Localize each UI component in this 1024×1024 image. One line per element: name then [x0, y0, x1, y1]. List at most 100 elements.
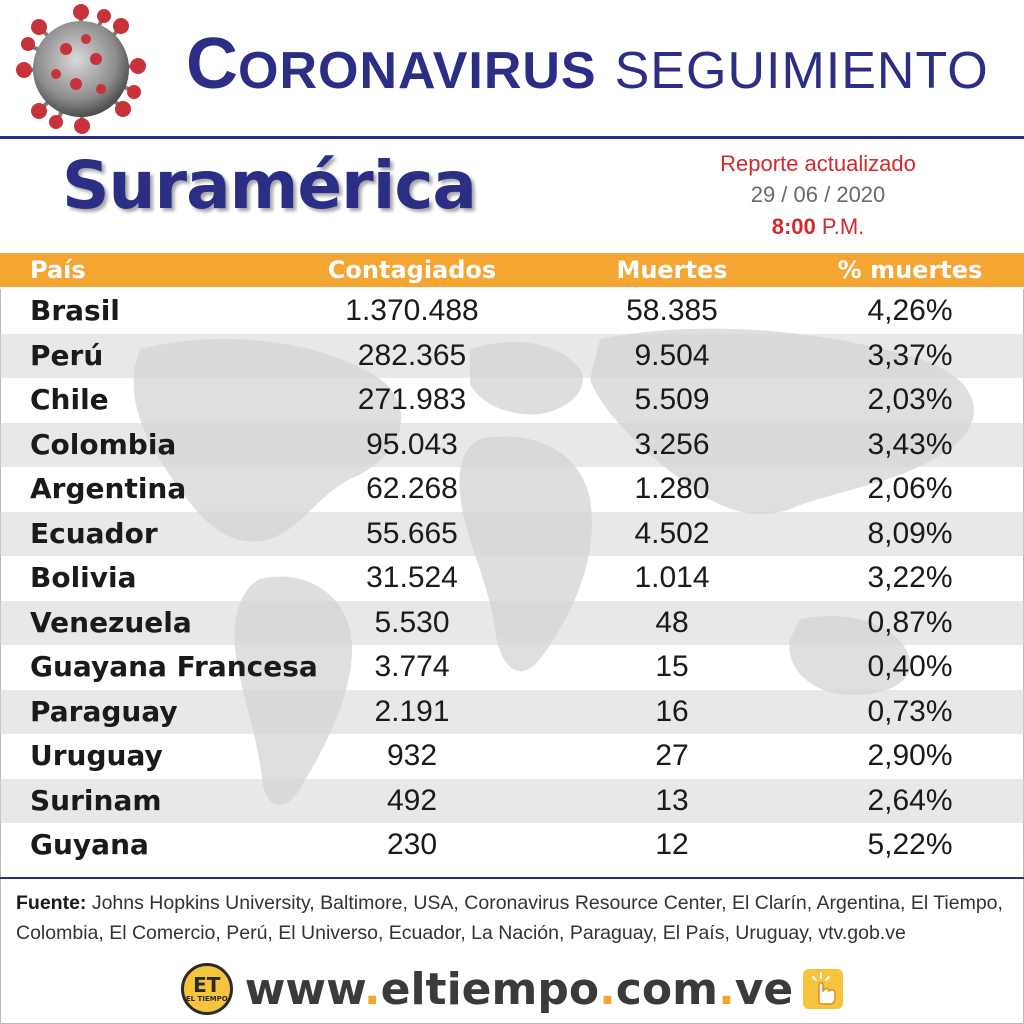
title-light: SEGUIMIENTO [614, 42, 989, 100]
column-header-cases: Contagiados [327, 256, 497, 284]
cell-country: Surinam [30, 783, 162, 817]
cell-cases: 492 [386, 783, 438, 817]
column-header-country: País [30, 256, 86, 284]
table-header: País Contagiados Muertes % muertes [0, 253, 1024, 289]
cell-pct: 0,40% [867, 650, 953, 683]
cell-deaths: 58.385 [626, 294, 718, 327]
cell-cases: 95.043 [366, 427, 458, 461]
cell-deaths: 1.014 [634, 561, 710, 594]
url-part: eltiempo [380, 963, 600, 1015]
table-body: Brasil 1.370.488 58.385 4,26% Perú 282.3… [0, 289, 1024, 868]
cell-deaths: 12 [655, 828, 689, 861]
url-dot: . [717, 963, 735, 1015]
column-header-deaths: Muertes [616, 256, 728, 284]
cell-cases: 271.983 [357, 383, 467, 416]
el-tiempo-logo-icon: ET EL TIEMPO [180, 963, 233, 1015]
url-dot: . [363, 963, 381, 1015]
cell-country: Paraguay [30, 694, 178, 728]
title-rest: ORONAVIRUS [238, 42, 597, 100]
header-divider [0, 136, 1024, 139]
cell-cases: 1.370.488 [345, 294, 479, 327]
source-note: Fuente: Johns Hopkins University, Baltim… [16, 888, 1006, 948]
cell-pct: 4,26% [867, 294, 953, 327]
report-time: 8:00 P.M. [688, 211, 948, 243]
cell-country: Brasil [30, 294, 120, 327]
cell-cases: 2.191 [374, 694, 450, 728]
cell-pct: 8,09% [867, 516, 953, 550]
logo-text: ET [193, 973, 221, 997]
cell-country: Bolivia [30, 561, 137, 594]
url-part: com [615, 963, 718, 1015]
cell-deaths: 3.256 [634, 427, 710, 461]
cell-pct: 3,43% [867, 427, 953, 461]
report-info: Reporte actualizado 29 / 06 / 2020 8:00 … [688, 149, 948, 243]
source-label: Fuente: [16, 892, 87, 914]
page-title: C ORONAVIRUS SEGUIMIENTO [186, 28, 989, 118]
cell-country: Venezuela [30, 605, 192, 639]
cell-pct: 0,73% [867, 694, 953, 728]
cell-deaths: 16 [655, 694, 689, 728]
cell-country: Argentina [30, 472, 187, 505]
click-hand-icon [803, 969, 844, 1009]
subheader: Suramérica Reporte actualizado 29 / 06 /… [0, 139, 1024, 253]
cell-country: Ecuador [30, 516, 158, 550]
table-row: Chile 271.983 5.509 2,03% [0, 378, 1024, 423]
cell-country: Colombia [30, 427, 177, 461]
cell-pct: 5,22% [867, 828, 953, 861]
table-row: Colombia 95.043 3.256 3,43% [0, 422, 1024, 467]
table-row: Perú 282.365 9.504 3,37% [0, 333, 1024, 378]
cell-deaths: 48 [655, 605, 689, 639]
cell-deaths: 13 [655, 783, 689, 817]
table-row: Ecuador 55.665 4.502 8,09% [0, 511, 1024, 556]
logo-subtext: EL TIEMPO [185, 995, 228, 1003]
cell-deaths: 9.504 [634, 338, 710, 372]
cell-deaths: 15 [655, 650, 689, 683]
cell-cases: 55.665 [366, 516, 458, 550]
url-part: ve [734, 963, 794, 1015]
table-row: Guyana 230 12 5,22% [0, 823, 1024, 868]
cell-cases: 230 [386, 828, 438, 861]
table-row: Venezuela 5.530 48 0,87% [0, 600, 1024, 645]
cell-deaths: 27 [655, 739, 689, 772]
report-date: 29 / 06 / 2020 [750, 182, 886, 207]
cell-pct: 2,06% [867, 472, 953, 505]
report-time-bold: 8:00 [771, 214, 816, 239]
table-row: Paraguay 2.191 16 0,73% [0, 689, 1024, 734]
report-time-suffix: P.M. [821, 214, 865, 239]
data-table: País Contagiados Muertes % muertes Brasi… [0, 253, 1024, 873]
cell-pct: 3,22% [867, 561, 953, 594]
brand-bar: ET EL TIEMPO www.eltiempo.com.ve [0, 956, 1024, 1022]
table-row: Surinam 492 13 2,64% [0, 778, 1024, 823]
cell-cases: 31.524 [366, 561, 458, 594]
coronavirus-icon [16, 4, 146, 134]
website-url[interactable]: www.eltiempo.com.ve [245, 964, 793, 1015]
cell-country: Chile [30, 383, 109, 416]
table-row: Argentina 62.268 1.280 2,06% [0, 467, 1024, 512]
cell-country: Uruguay [30, 739, 163, 772]
header: C ORONAVIRUS SEGUIMIENTO [0, 0, 1024, 136]
cell-deaths: 1.280 [634, 472, 710, 505]
cell-pct: 3,37% [867, 338, 953, 372]
region-title: Suramérica [62, 147, 477, 224]
cell-pct: 2,90% [867, 739, 953, 772]
title-cap: C [186, 24, 238, 104]
cell-country: Perú [30, 338, 104, 372]
table-row: Uruguay 932 27 2,90% [0, 734, 1024, 779]
cell-country: Guayana Francesa [30, 650, 318, 683]
table-row: Bolivia 31.524 1.014 3,22% [0, 556, 1024, 601]
report-label: Reporte actualizado [720, 151, 916, 176]
url-part: www [244, 963, 364, 1015]
cell-pct: 2,64% [867, 783, 953, 817]
cell-deaths: 5.509 [634, 383, 710, 416]
cell-pct: 0,87% [867, 605, 953, 639]
cell-cases: 5.530 [374, 605, 450, 639]
cell-cases: 932 [386, 739, 438, 772]
cell-cases: 3.774 [374, 650, 450, 683]
table-row: Brasil 1.370.488 58.385 4,26% [0, 289, 1024, 334]
column-header-pct: % muertes [837, 256, 983, 284]
url-dot: . [599, 963, 616, 1015]
footer-divider [0, 877, 1024, 879]
cell-country: Guyana [30, 828, 149, 861]
cell-cases: 62.268 [366, 472, 458, 505]
cell-deaths: 4.502 [634, 516, 710, 550]
